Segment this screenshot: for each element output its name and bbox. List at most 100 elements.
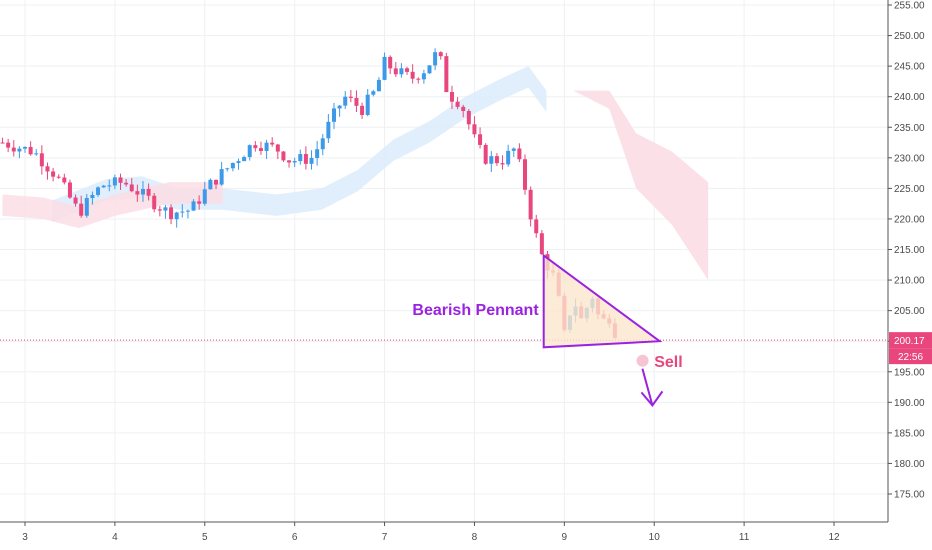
candle-up — [34, 153, 39, 155]
candle-up — [208, 179, 213, 190]
candle-up — [489, 156, 494, 164]
candle-down — [275, 144, 280, 152]
candle-up — [427, 65, 432, 74]
candle-up — [174, 212, 179, 220]
candle-down — [146, 188, 151, 196]
candle-down — [517, 148, 522, 160]
price-tick-label: 210.00 — [894, 276, 925, 287]
candle-up — [326, 121, 331, 139]
price-tick-label: 205.00 — [894, 306, 925, 317]
sell-label: Sell — [654, 354, 682, 371]
price-tick-label: 215.00 — [894, 245, 925, 256]
candle-down — [534, 219, 539, 234]
candle-up — [247, 145, 252, 158]
time-tick-label: 10 — [649, 532, 661, 543]
price-tick-label: 240.00 — [894, 92, 925, 103]
candle-up — [90, 194, 95, 199]
candle-down — [214, 179, 219, 185]
price-tick-label: 175.00 — [894, 490, 925, 501]
candle-down — [270, 142, 275, 145]
candle-up — [107, 185, 112, 187]
candle-down — [118, 177, 123, 183]
candle-up — [506, 150, 511, 165]
chart-grid — [0, 0, 888, 522]
price-tick-label: 250.00 — [894, 31, 925, 42]
candle-down — [39, 153, 44, 167]
candle-up — [343, 96, 348, 106]
sell-marker — [636, 354, 649, 367]
cloud-bearish-left — [2, 182, 223, 229]
candle-up — [96, 187, 101, 195]
candle-up — [511, 148, 516, 151]
price-tick-label: 220.00 — [894, 214, 925, 225]
price-tick-label: 255.00 — [894, 1, 925, 12]
candle-down — [388, 56, 393, 69]
pennant-triangle — [542, 253, 663, 349]
candle-down — [79, 203, 84, 216]
candle-down — [135, 191, 140, 195]
candle-up — [309, 157, 314, 164]
price-tick-label: 185.00 — [894, 428, 925, 439]
cloud-bullish — [52, 66, 547, 222]
sell-arrow-shaft — [641, 368, 654, 406]
candle-up — [219, 169, 224, 185]
price-axis[interactable]: 175.00180.00185.00190.00195.00200.00205.… — [887, 0, 925, 522]
price-tick-label: 230.00 — [894, 153, 925, 164]
countdown-badge — [889, 348, 932, 365]
price-tick-label: 245.00 — [894, 62, 925, 73]
candle-up — [337, 105, 342, 109]
candle-down — [523, 159, 528, 190]
time-tick-label: 6 — [292, 532, 298, 543]
candle-down — [405, 68, 410, 72]
candle-down — [494, 156, 499, 164]
price-tick-label: 235.00 — [894, 123, 925, 134]
candle-down — [455, 101, 460, 107]
candle-down — [152, 195, 157, 210]
time-tick-label: 11 — [739, 532, 750, 543]
candle-up — [236, 161, 241, 164]
candle-down — [124, 182, 129, 185]
candle-down — [416, 78, 421, 80]
candle-up — [225, 168, 230, 170]
candle-up — [298, 154, 303, 162]
candle-down — [0, 142, 5, 144]
candle-up — [112, 177, 117, 186]
candle-up — [433, 52, 438, 66]
candle-down — [461, 106, 466, 111]
candle-down — [67, 182, 72, 198]
price-tick-label: 190.00 — [894, 398, 925, 409]
candle-down — [281, 151, 286, 161]
candle-down — [157, 209, 162, 211]
candle-down — [483, 144, 488, 164]
chart-annotations: Bearish Pennant Sell — [412, 302, 683, 407]
candle-down — [444, 56, 449, 93]
candle-up — [315, 149, 320, 158]
ichimoku-cloud — [2, 66, 709, 281]
candle-up — [191, 201, 196, 211]
candle-down — [478, 134, 483, 145]
candle-up — [421, 73, 426, 80]
candle-up — [163, 207, 168, 211]
time-tick-label: 12 — [828, 532, 840, 543]
current-price-value: 200.17 — [894, 336, 925, 347]
price-tick-label: 195.00 — [894, 367, 925, 378]
time-tick-label: 8 — [472, 532, 478, 543]
candle-up — [320, 138, 325, 150]
candle-up — [382, 56, 387, 80]
candle-down — [472, 124, 477, 135]
sell-arrow-head — [640, 390, 664, 407]
candle-down — [360, 105, 365, 115]
candle-down — [45, 166, 50, 172]
time-tick-label: 9 — [562, 532, 568, 543]
candle-down — [303, 154, 308, 164]
time-axis[interactable]: 3 4 5 6 7 8 9 10 11 12 — [0, 521, 888, 543]
candle-down — [169, 207, 174, 220]
price-tick-label: 180.00 — [894, 459, 925, 470]
candle-down — [410, 71, 415, 79]
candle-up — [371, 91, 376, 95]
time-tick-label: 4 — [112, 532, 118, 543]
cloud-bearish-right — [573, 90, 709, 281]
candle-up — [140, 188, 145, 195]
countdown-value: 22:56 — [898, 352, 923, 363]
candle-down — [393, 68, 398, 75]
